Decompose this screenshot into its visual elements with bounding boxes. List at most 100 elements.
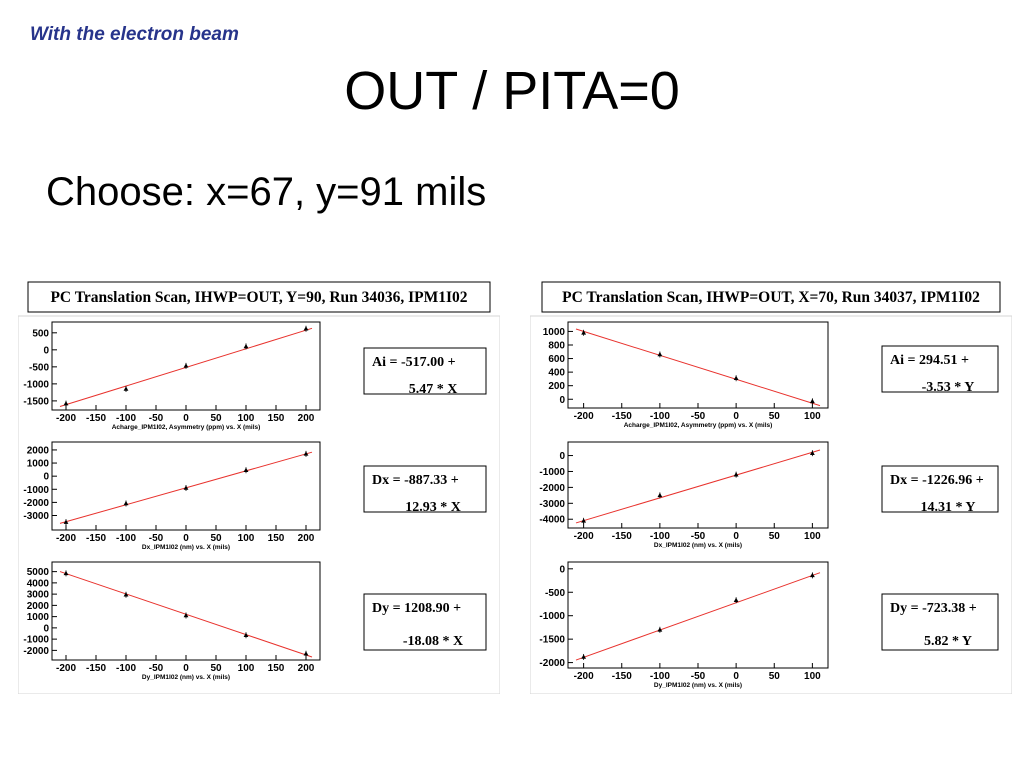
scatter-plot-1: -200 -150 -100 -50 0 50 10002004006008001000Ac… — [543, 321, 829, 429]
data-point — [63, 570, 69, 576]
fit-equation-line1: Ai = 294.51 + — [890, 353, 969, 368]
y-tick-label: 1000 — [27, 612, 50, 623]
fit-box-border — [881, 345, 999, 393]
fit-equation-line2: 5.47 * X — [409, 382, 458, 397]
data-point — [243, 467, 249, 473]
x-tick-label: 0 — [733, 531, 739, 542]
y-tick-label: -500 — [29, 362, 49, 373]
x-tick-label: -100 — [116, 413, 136, 424]
x-tick-label: -150 — [86, 533, 106, 544]
slide-subtitle: With the electron beam — [30, 24, 239, 45]
x-tick-label: 0 — [183, 663, 189, 674]
choose-text: Choose: x=67, y=91 mils — [46, 170, 487, 214]
x-tick-label: -150 — [612, 531, 632, 542]
fit-result-box: Dy = -723.38 + 5.82 * Y — [881, 593, 999, 651]
x-tick-label: 100 — [804, 671, 821, 682]
fit-box-border — [363, 593, 487, 651]
plot-frame — [51, 561, 321, 661]
x-tick-label: 100 — [238, 413, 255, 424]
data-point — [657, 627, 663, 632]
x-tick-label: 50 — [210, 533, 222, 544]
y-tick-label: 200 — [548, 381, 565, 392]
data-point — [303, 451, 309, 456]
x-tick-label: 200 — [298, 413, 315, 424]
y-tick-label: -2000 — [539, 483, 565, 494]
x-axis-label: Dy_IPM1I02 (nm) vs. X (mils) — [142, 674, 230, 681]
scatter-plot-2: -200 -150 -100 -50 0 50 100 150 200 -3000 -2000 -10… — [23, 441, 321, 551]
data-point — [123, 500, 129, 506]
data-point — [303, 651, 309, 656]
y-tick-label: 2000 — [27, 445, 50, 456]
x-tick-label: -150 — [612, 671, 632, 682]
y-tick-label: 800 — [548, 340, 565, 351]
x-tick-label: -50 — [691, 671, 706, 682]
data-point — [303, 326, 309, 331]
y-tick-label: -1500 — [539, 635, 565, 646]
fit-equation-line2: 14.31 * Y — [920, 500, 975, 515]
y-tick-label: -3000 — [539, 499, 565, 510]
data-point — [581, 518, 587, 523]
fit-result-box: Dy = 1208.90 + -18.08 * X — [363, 593, 487, 651]
y-tick-label: 400 — [548, 368, 565, 379]
y-tick-label: 2000 — [27, 601, 50, 612]
y-tick-label: 0 — [559, 395, 565, 406]
data-point — [183, 363, 189, 368]
fit-line — [575, 328, 821, 407]
fit-equation-line2: -3.53 * Y — [922, 380, 975, 395]
plot-frame — [567, 441, 829, 529]
scan-panel-left: PC Translation Scan, IHWP=OUT, Y=90, Run… — [18, 281, 500, 694]
scan-panel-right: PC Translation Scan, IHWP=OUT, X=70, Run… — [530, 281, 1012, 694]
x-tick-label: -50 — [149, 663, 164, 674]
x-tick-label: 100 — [238, 663, 255, 674]
y-tick-label: -1000 — [23, 379, 49, 390]
y-tick-label: -3000 — [23, 511, 49, 522]
x-tick-label: 0 — [183, 533, 189, 544]
data-point — [657, 492, 663, 498]
fit-equation-line1: Dx = -1226.96 + — [890, 473, 984, 488]
x-tick-label: 50 — [769, 531, 781, 542]
x-tick-label: 100 — [238, 533, 255, 544]
y-tick-label: -1000 — [539, 611, 565, 622]
x-tick-label: -150 — [86, 663, 106, 674]
y-tick-label: 0 — [43, 623, 49, 634]
fit-box-border — [881, 593, 999, 651]
fit-equation-line1: Dy = 1208.90 + — [372, 601, 461, 616]
fit-equation-line1: Dy = -723.38 + — [890, 601, 977, 616]
fit-box-border — [363, 347, 487, 395]
data-point — [63, 401, 69, 406]
y-tick-label: 1000 — [27, 459, 50, 470]
fit-equation-line1: Dx = -887.33 + — [372, 473, 459, 488]
x-tick-label: 0 — [733, 411, 739, 422]
x-tick-label: -50 — [691, 411, 706, 422]
data-point — [123, 386, 129, 391]
x-tick-label: 150 — [268, 413, 285, 424]
fit-result-box: Dx = -887.33 + 12.93 * X — [363, 465, 487, 515]
x-tick-label: -50 — [149, 533, 164, 544]
x-tick-label: -150 — [86, 413, 106, 424]
x-axis-label: Acharge_IPM1I02, Asymmetry (ppm) vs. X (… — [112, 424, 261, 431]
data-point — [243, 632, 249, 637]
data-point — [183, 612, 189, 618]
y-tick-label: -2000 — [539, 658, 565, 669]
fit-result-box: Ai = 294.51 + -3.53 * Y — [881, 345, 999, 395]
y-tick-label: -2000 — [23, 646, 49, 657]
fit-box-border — [363, 465, 487, 513]
y-tick-label: -1000 — [23, 635, 49, 646]
x-tick-label: -200 — [56, 413, 76, 424]
scatter-plot-3: -200 -150 -100 -50 0 50 100 150 200-2000-1000010… — [23, 561, 321, 681]
x-tick-label: -100 — [116, 663, 136, 674]
x-tick-label: 100 — [804, 531, 821, 542]
y-tick-label: 1000 — [543, 327, 566, 338]
scatter-plot-1: -200 -150 -100 -50 0 50 100 150 200-1500-1000-50… — [23, 321, 321, 431]
y-tick-label: 0 — [559, 564, 565, 575]
y-tick-label: 600 — [548, 354, 565, 365]
slide-title: OUT / PITA=0 — [344, 61, 680, 121]
panel-title: PC Translation Scan, IHWP=OUT, X=70, Run… — [562, 289, 980, 306]
panel-title: PC Translation Scan, IHWP=OUT, Y=90, Run… — [50, 289, 467, 306]
x-tick-label: 50 — [769, 411, 781, 422]
x-tick-label: -50 — [149, 413, 164, 424]
panel-title-box — [541, 281, 1001, 313]
x-tick-label: 50 — [210, 413, 222, 424]
x-tick-label: -200 — [574, 411, 594, 422]
y-tick-label: -1000 — [539, 467, 565, 478]
